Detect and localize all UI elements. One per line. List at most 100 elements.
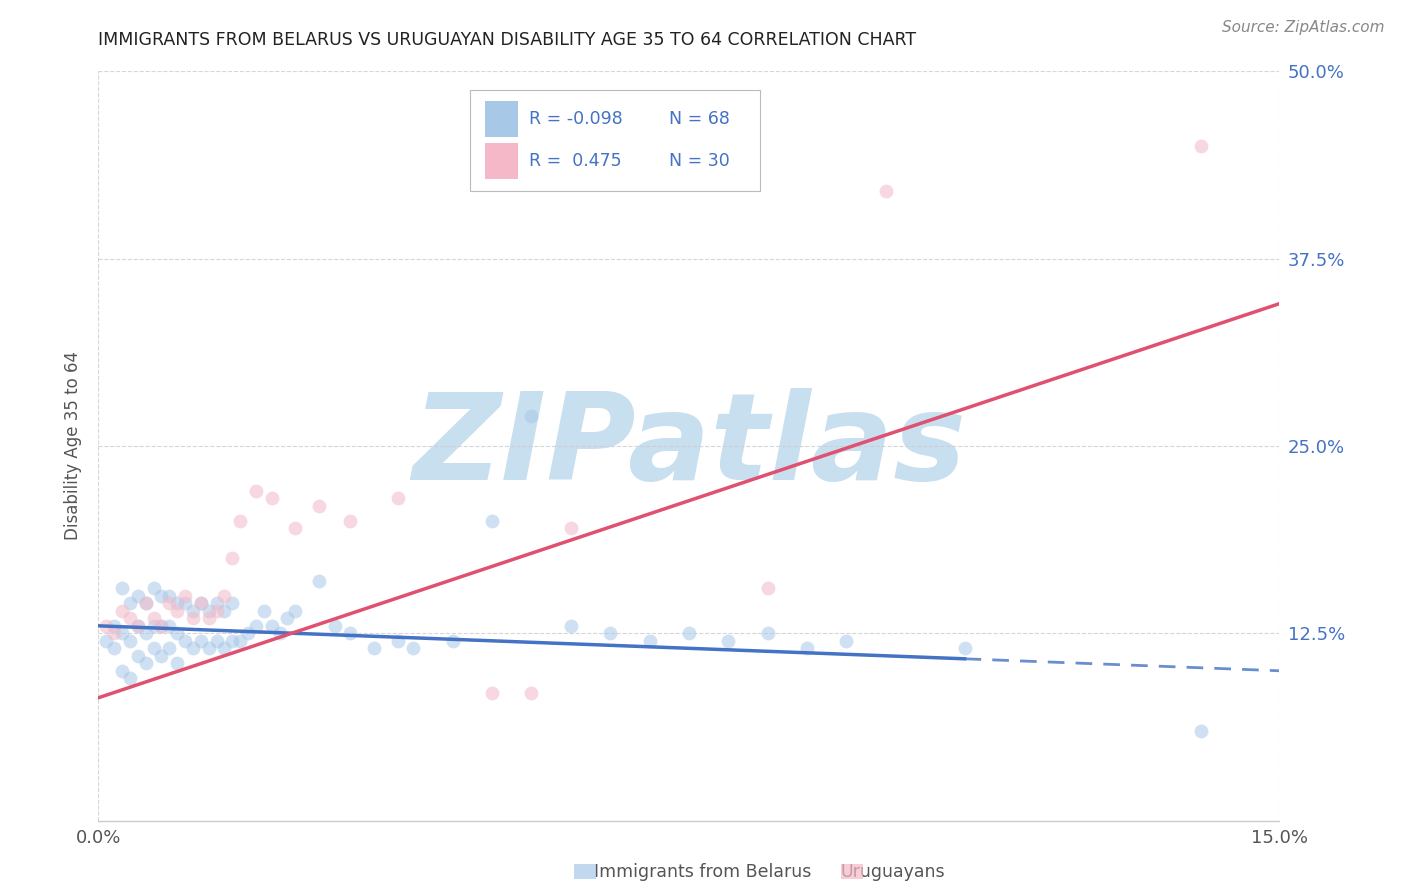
Point (520, 686, 543, 700)
Point (166, 604, 188, 618)
Point (599, 626, 621, 640)
Point (481, 686, 503, 700)
Point (308, 574, 330, 588)
Point (323, 619, 346, 633)
Point (103, 619, 125, 633)
Point (638, 633, 661, 648)
Text: R = -0.098: R = -0.098 (530, 110, 623, 128)
Point (135, 626, 157, 640)
Point (111, 626, 134, 640)
Point (150, 619, 173, 633)
Point (835, 633, 858, 648)
Point (150, 619, 173, 633)
Point (678, 626, 700, 640)
Bar (485, 101, 517, 136)
Point (181, 604, 204, 618)
Point (96, 633, 118, 648)
Point (142, 611, 165, 625)
Point (339, 626, 361, 640)
FancyBboxPatch shape (471, 90, 759, 191)
Point (441, 633, 464, 648)
Point (135, 596, 157, 610)
Point (953, 641, 976, 656)
Point (142, 641, 165, 656)
Point (229, 514, 252, 528)
Text: IMMIGRANTS FROM BELARUS VS URUGUAYAN DISABILITY AGE 35 TO 64 CORRELATION CHART: IMMIGRANTS FROM BELARUS VS URUGUAYAN DIS… (98, 31, 917, 49)
Point (245, 483, 267, 498)
Point (142, 619, 165, 633)
Text: ZIPatlas: ZIPatlas (412, 387, 966, 505)
Point (387, 633, 409, 648)
Point (1189, 139, 1212, 153)
Point (756, 626, 779, 640)
Point (135, 657, 157, 671)
Point (118, 671, 141, 685)
Point (253, 604, 276, 618)
Point (118, 596, 141, 610)
Point (118, 633, 141, 648)
Point (796, 641, 818, 656)
Point (197, 641, 219, 656)
Point (560, 521, 582, 535)
Point (174, 633, 197, 648)
Point (284, 521, 307, 535)
Point (181, 641, 204, 656)
Point (166, 596, 188, 610)
Point (214, 589, 236, 603)
Point (756, 582, 779, 596)
Point (174, 596, 197, 610)
Point (481, 514, 503, 528)
Point (269, 626, 291, 640)
Point (236, 626, 259, 640)
Point (157, 596, 180, 610)
Point (717, 633, 740, 648)
Point (111, 582, 134, 596)
Point (308, 499, 330, 513)
Point (127, 648, 149, 663)
Point (221, 551, 243, 566)
Point (150, 648, 173, 663)
Point (221, 596, 243, 610)
Point (260, 491, 283, 506)
Point (205, 633, 228, 648)
Point (284, 604, 307, 618)
Point (229, 633, 252, 648)
Point (245, 619, 267, 633)
Point (103, 641, 125, 656)
Point (221, 633, 243, 648)
Point (1189, 723, 1212, 738)
Point (103, 626, 125, 640)
Text: R =  0.475: R = 0.475 (530, 153, 621, 170)
Point (875, 184, 897, 198)
Point (339, 514, 361, 528)
Point (96, 619, 118, 633)
Text: N = 68: N = 68 (669, 110, 730, 128)
Point (260, 619, 283, 633)
Point (205, 596, 228, 610)
Text: N = 30: N = 30 (669, 153, 730, 170)
Point (127, 619, 149, 633)
Point (157, 641, 180, 656)
Text: Immigrants from Belarus: Immigrants from Belarus (595, 863, 811, 881)
Point (363, 641, 385, 656)
Point (197, 604, 219, 618)
Bar (485, 144, 517, 179)
Point (166, 626, 188, 640)
Point (150, 589, 173, 603)
Point (157, 619, 180, 633)
Point (190, 596, 212, 610)
Point (520, 409, 543, 423)
Point (197, 611, 219, 625)
Point (142, 582, 165, 596)
Point (127, 589, 149, 603)
Bar (574, 864, 596, 879)
Text: Uruguayans: Uruguayans (841, 863, 945, 881)
Point (214, 641, 236, 656)
Point (181, 611, 204, 625)
Point (214, 604, 236, 618)
Point (387, 491, 409, 506)
Bar (841, 864, 863, 879)
Point (127, 619, 149, 633)
Point (205, 604, 228, 618)
Point (276, 611, 298, 625)
